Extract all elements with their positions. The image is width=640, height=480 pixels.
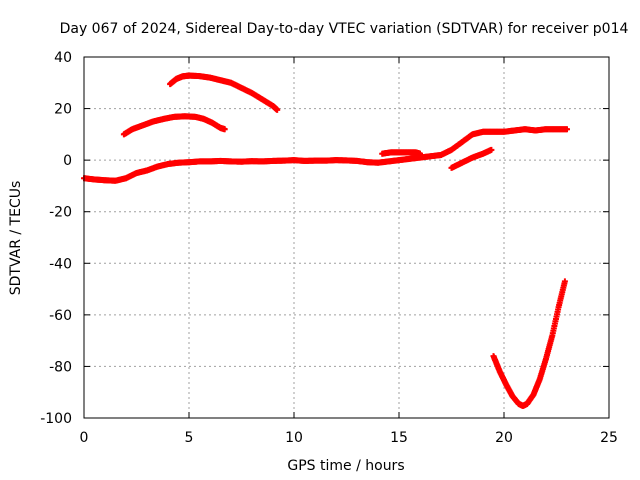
x-axis-label: GPS time / hours [287, 458, 404, 474]
x-tick-label: 15 [390, 430, 408, 446]
plot-frame [83, 56, 610, 419]
y-axis-label: SDTVAR / TECUs [8, 181, 24, 296]
y-tick-label: -80 [49, 359, 72, 375]
y-tick-label: 40 [54, 50, 72, 66]
chart-title: Day 067 of 2024, Sidereal Day-to-day VTE… [60, 21, 629, 37]
x-tick-label: 0 [80, 430, 89, 446]
series-v-dip [490, 278, 568, 409]
axis-ticks: 0 5 10 15 20 25 -100 -80 -60 -40 -20 0 20 40 [40, 50, 618, 446]
series-segment-15h [379, 149, 423, 157]
y-tick-label: -40 [49, 256, 72, 272]
y-tick-label: 0 [63, 153, 72, 169]
y-tick-label: -100 [40, 411, 72, 427]
series-segment-18h [448, 146, 495, 171]
series-upper-arc [167, 72, 281, 113]
x-tick-label: 20 [495, 430, 513, 446]
data-point [221, 126, 228, 133]
data-point [488, 146, 495, 153]
y-tick-label: 20 [54, 102, 72, 118]
y-tick-label: -20 [49, 205, 72, 221]
series-main-track [81, 126, 570, 184]
data-points [81, 72, 570, 409]
grid-lines [84, 57, 609, 418]
data-point [564, 126, 570, 133]
x-tick-label: 25 [600, 430, 618, 446]
data-point [561, 278, 568, 285]
data-point [417, 150, 423, 157]
y-tick-label: -60 [49, 308, 72, 324]
series-middle-arc [120, 113, 228, 138]
x-tick-label: 5 [185, 430, 194, 446]
x-tick-label: 10 [285, 430, 303, 446]
data-point [274, 106, 281, 113]
